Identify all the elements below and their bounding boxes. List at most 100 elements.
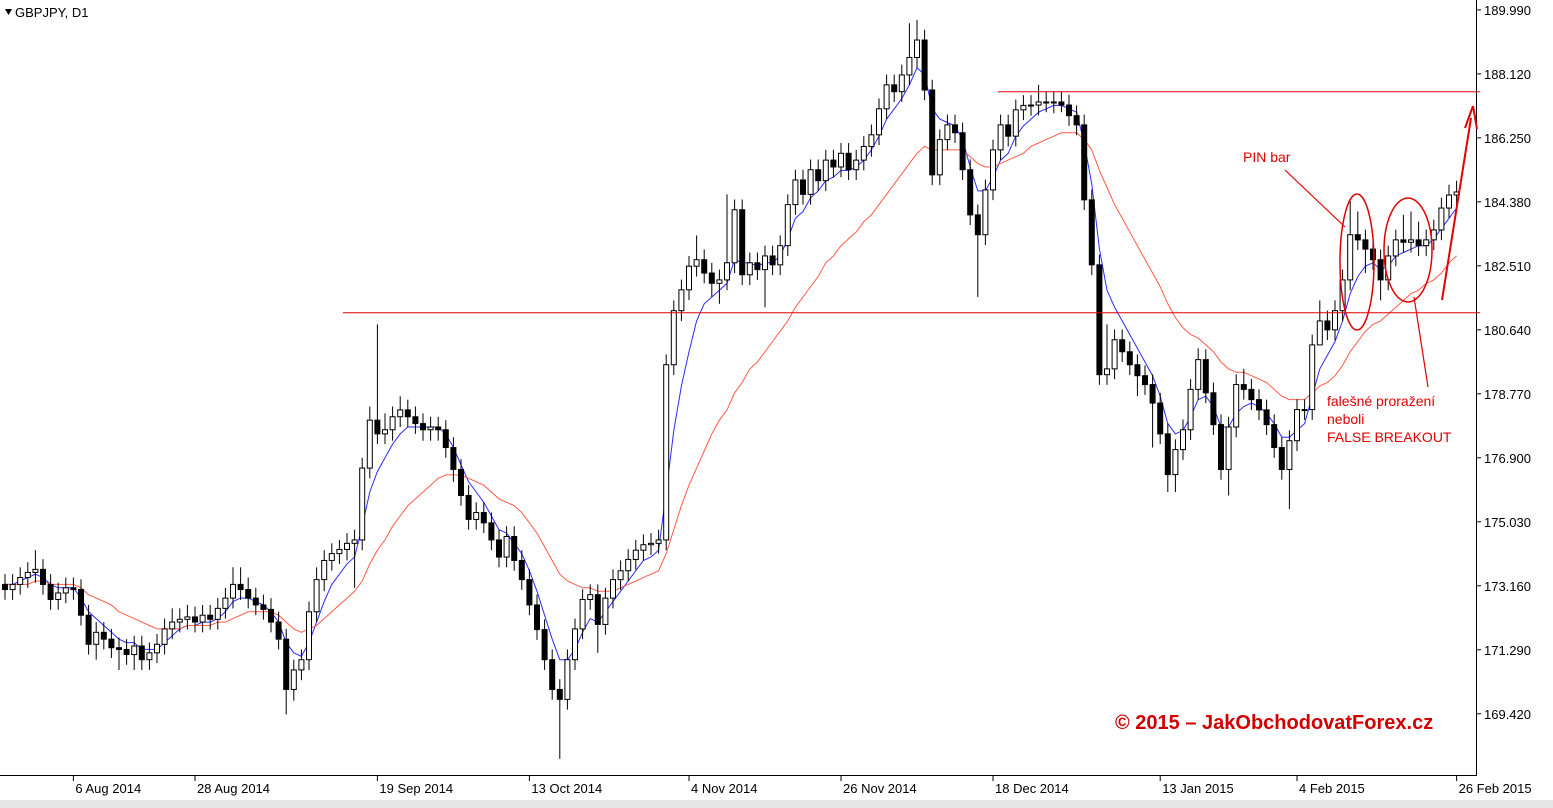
candle-body	[100, 631, 107, 640]
candle-body	[929, 89, 936, 176]
candle-body	[17, 577, 24, 585]
candle-body	[222, 597, 229, 609]
candle-body	[617, 570, 624, 581]
candle-body	[511, 536, 518, 561]
candle-body	[62, 587, 69, 594]
candle-body	[359, 467, 366, 541]
candle-body	[1005, 124, 1012, 137]
candle-body	[374, 419, 381, 435]
candle-body	[838, 152, 844, 168]
candle-body	[579, 598, 586, 630]
candle-body	[1309, 344, 1316, 411]
candle-body	[131, 645, 138, 656]
candle-body	[990, 149, 996, 191]
candle-body	[1294, 409, 1300, 442]
candle-body	[1377, 259, 1384, 281]
annotation: PIN bar	[1243, 149, 1291, 165]
candle-body	[351, 539, 358, 544]
candle-body	[503, 536, 510, 558]
x-tick-label: 13 Oct 2014	[531, 781, 602, 796]
candle-body	[1400, 239, 1407, 243]
candle-body	[549, 659, 556, 690]
candle-body	[906, 56, 913, 76]
candle-body	[1301, 409, 1308, 412]
y-tick-label: 189.990	[1484, 3, 1531, 18]
y-tick-label: 184.380	[1484, 195, 1531, 210]
candle-body	[1438, 207, 1445, 231]
candle-body	[1286, 440, 1293, 470]
candle-body	[898, 74, 905, 93]
y-tick-label: 173.160	[1484, 579, 1531, 594]
candle-body	[1316, 320, 1323, 346]
bottom-strip	[0, 800, 1553, 808]
candle-body	[678, 289, 685, 312]
candle-body	[587, 594, 594, 600]
candle-body	[518, 559, 525, 581]
candle-body	[701, 259, 708, 274]
candle-body	[1081, 124, 1088, 201]
moving-average	[5, 132, 1457, 633]
candle-body	[754, 262, 761, 271]
candle-body	[572, 628, 578, 661]
candle-body	[777, 245, 784, 266]
candle-body	[290, 669, 297, 690]
candle-body	[936, 139, 943, 176]
candle-body	[1096, 264, 1103, 376]
candle-body	[252, 597, 259, 606]
candle-body	[116, 647, 122, 650]
candle-body	[1157, 402, 1164, 435]
candle-body	[245, 589, 252, 599]
candle-body	[306, 611, 312, 661]
candle-body	[724, 262, 730, 281]
candle-body	[746, 262, 753, 276]
candle-body	[974, 214, 981, 236]
candle-body	[1195, 359, 1202, 390]
candle-body	[731, 209, 738, 264]
candle-body	[1035, 101, 1042, 106]
candle-body	[108, 638, 115, 649]
arrow-head	[1464, 105, 1478, 130]
candle-body	[1218, 424, 1224, 470]
candle-body	[914, 39, 920, 58]
candle-body	[199, 614, 206, 623]
candle-body	[47, 583, 54, 600]
pointer-line	[1413, 296, 1429, 388]
candle-body	[1233, 384, 1240, 428]
candle-body	[594, 594, 601, 625]
candle-body	[24, 571, 31, 579]
candle-body	[283, 638, 290, 690]
y-tick-label: 169.420	[1484, 707, 1531, 722]
candle-body	[366, 419, 373, 469]
candle-body	[921, 39, 928, 91]
candle-body	[860, 145, 867, 161]
candle-body	[382, 429, 388, 435]
candle-body	[868, 134, 875, 147]
pointer-line	[1284, 169, 1346, 228]
candle-body	[1347, 234, 1354, 281]
candle-body	[161, 628, 168, 645]
candle-body	[488, 522, 495, 541]
candle-body	[1111, 339, 1118, 370]
candle-body	[625, 558, 632, 572]
y-tick-label: 176.900	[1484, 451, 1531, 466]
candle-body	[534, 604, 540, 631]
candle-body	[55, 592, 62, 600]
candle-body	[853, 159, 860, 171]
dropdown-icon[interactable]	[5, 9, 12, 15]
candle-body	[822, 159, 829, 182]
candle-body	[1180, 429, 1186, 451]
candle-body	[883, 84, 890, 110]
candle-body	[1210, 392, 1217, 426]
candle-body	[85, 614, 92, 645]
candle-body	[610, 579, 616, 599]
candle-body	[78, 589, 84, 616]
candle-body	[192, 616, 198, 623]
candle-body	[952, 124, 958, 134]
candle-body	[556, 688, 563, 700]
chart-title: GBPJPY, D1	[15, 5, 88, 20]
candle-body	[298, 659, 305, 671]
candle-body	[1126, 351, 1133, 366]
candle-body	[1408, 239, 1414, 243]
candle-body	[389, 416, 396, 431]
y-tick-label: 180.640	[1484, 323, 1531, 338]
